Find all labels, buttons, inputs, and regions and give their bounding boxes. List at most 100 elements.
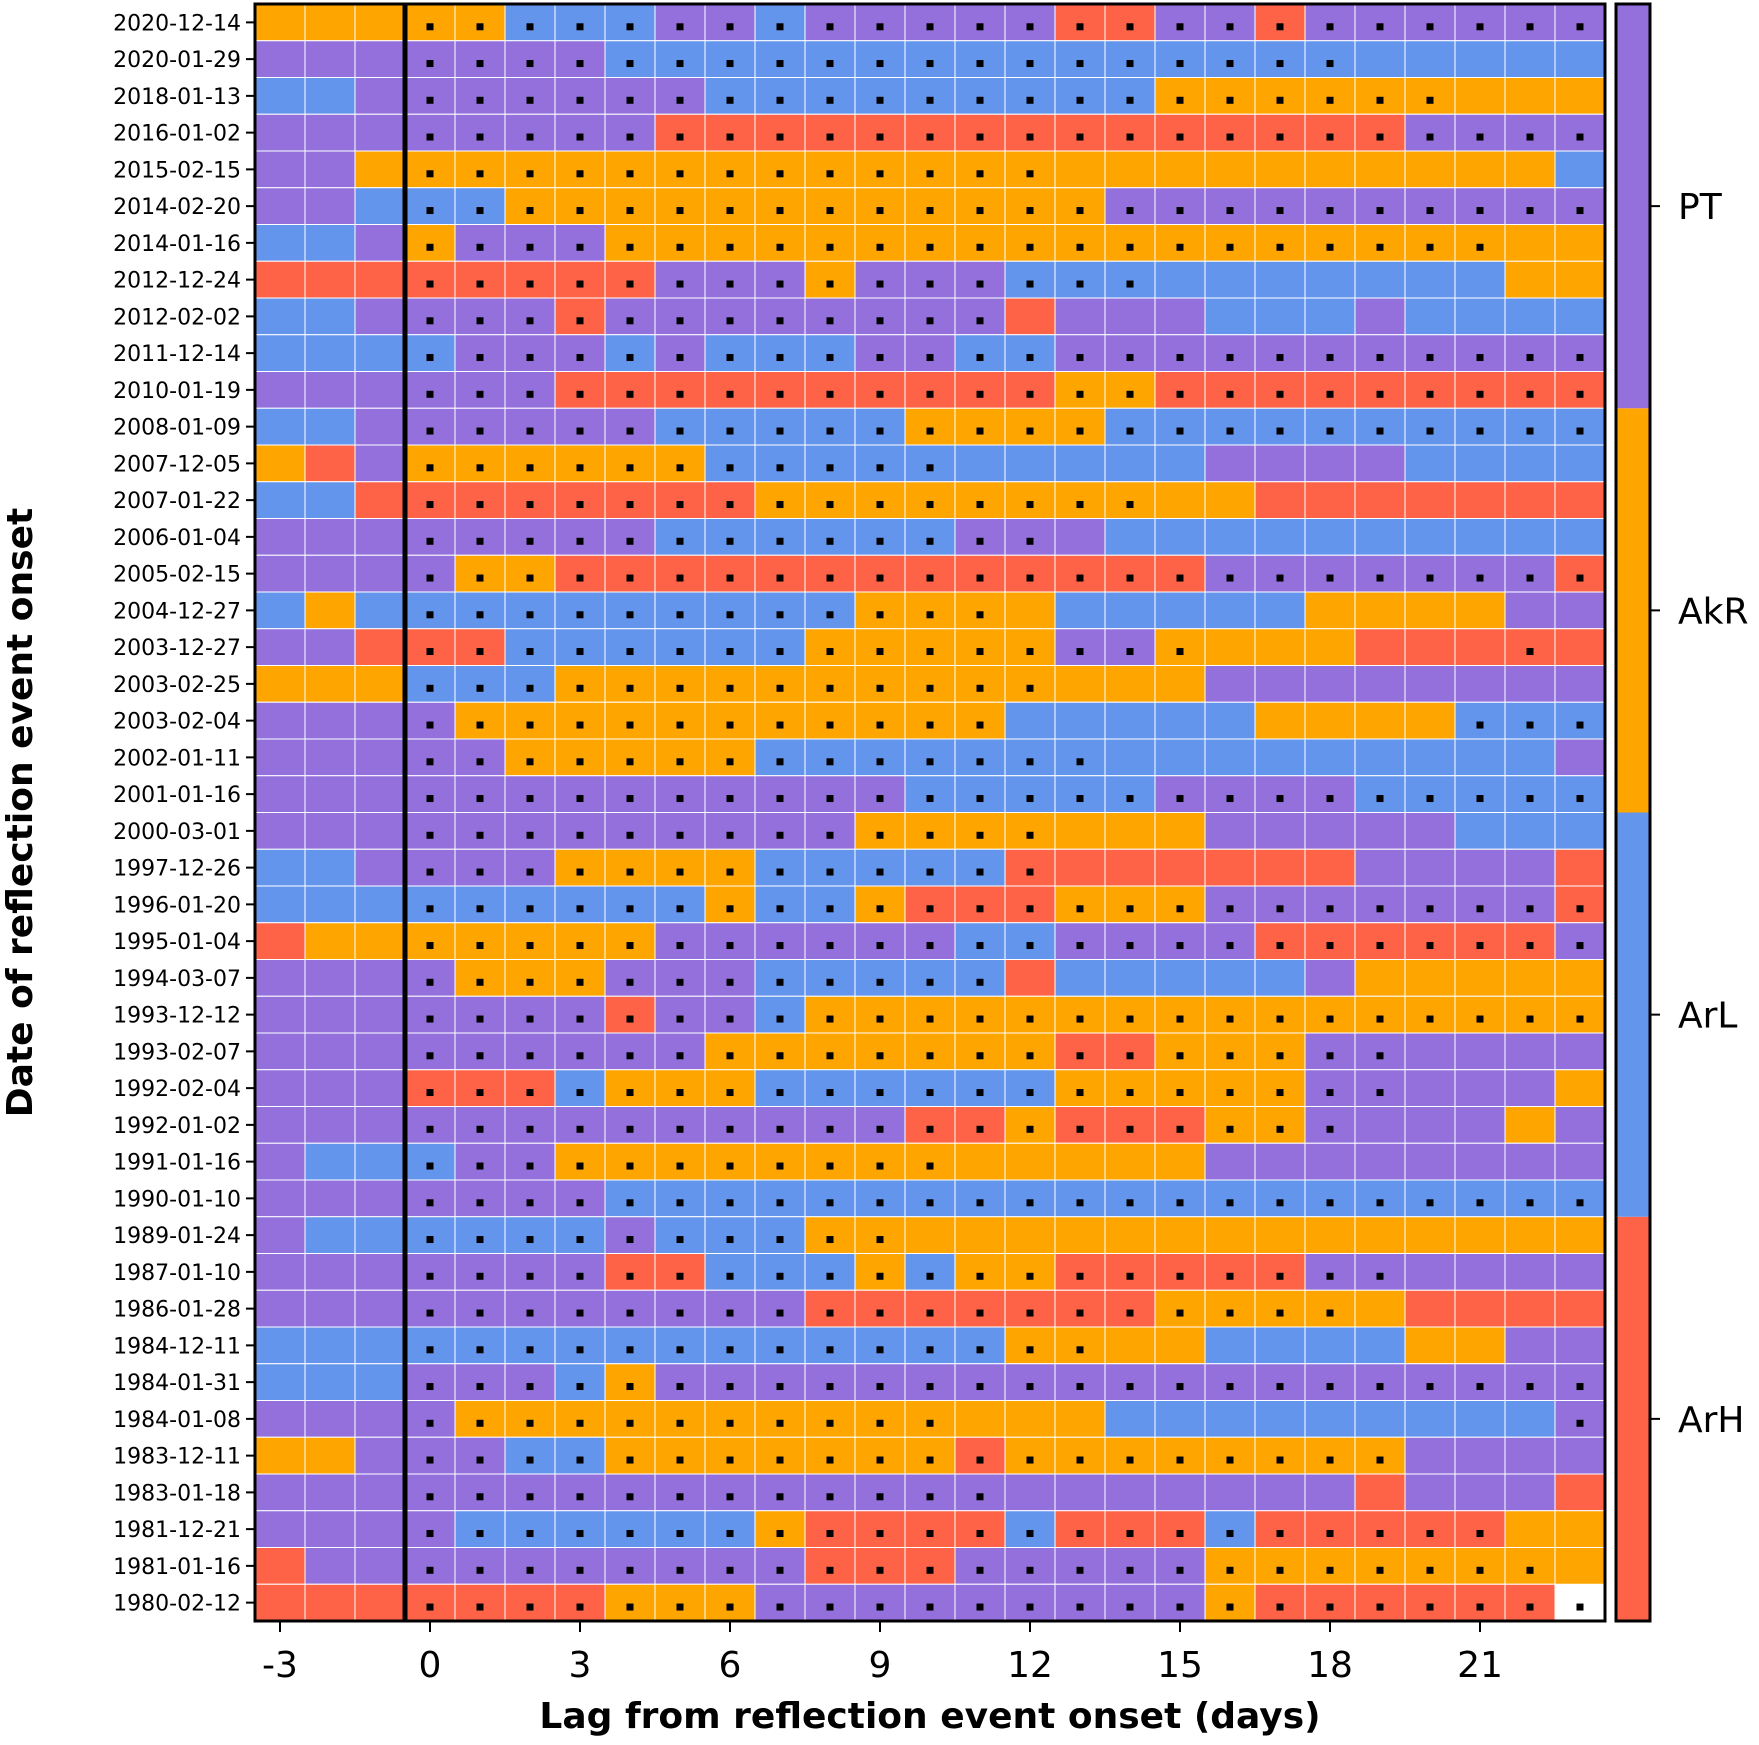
- significance-marker: [1026, 648, 1034, 656]
- significance-marker: [1026, 905, 1034, 913]
- significance-marker: [1126, 795, 1134, 803]
- heatmap-cell: [1304, 187, 1356, 225]
- heatmap-cell: [1304, 77, 1356, 115]
- heatmap-cell: [1504, 407, 1556, 446]
- heatmap-cell: [304, 1106, 356, 1144]
- heatmap-cell: [904, 1473, 956, 1512]
- significance-marker: [526, 795, 534, 803]
- heatmap-cell: [604, 922, 656, 960]
- heatmap-cell: [1454, 701, 1506, 740]
- heatmap-cell: [754, 1583, 806, 1622]
- significance-marker: [1176, 133, 1184, 141]
- heatmap-cell: [1254, 1179, 1306, 1218]
- significance-marker: [526, 96, 534, 104]
- heatmap-cell: [1504, 334, 1556, 372]
- y-tick-label: 2016-01-02: [113, 122, 241, 147]
- significance-marker: [1026, 1456, 1034, 1464]
- significance-marker: [926, 1566, 934, 1574]
- significance-marker: [526, 501, 534, 509]
- significance-marker: [1226, 1383, 1234, 1391]
- heatmap-cell: [504, 1179, 556, 1218]
- colorbar-frame: [1614, 2, 1652, 1623]
- heatmap-cell: [754, 334, 806, 372]
- heatmap-cell: [1104, 113, 1156, 152]
- heatmap-cell: [504, 1032, 556, 1071]
- heatmap-cell: [554, 628, 606, 666]
- significance-marker: [876, 1603, 884, 1611]
- significance-marker: [526, 1603, 534, 1611]
- heatmap-cell: [1254, 187, 1306, 225]
- significance-marker: [1126, 390, 1134, 398]
- y-tick-label: 2003-02-25: [113, 673, 241, 698]
- heatmap-cell: [454, 554, 506, 593]
- heatmap-cell: [1004, 334, 1056, 372]
- heatmap-cell: [1054, 1179, 1106, 1218]
- heatmap-cell: [1204, 1326, 1256, 1365]
- significance-marker: [676, 684, 684, 692]
- significance-marker: [426, 1162, 434, 1170]
- significance-marker: [1426, 354, 1434, 362]
- heatmap-cell: [854, 1326, 906, 1365]
- heatmap-cell: [1354, 1289, 1406, 1328]
- heatmap-cell: [1504, 518, 1556, 556]
- heatmap-cell: [1404, 1473, 1456, 1512]
- significance-marker: [676, 831, 684, 839]
- significance-marker: [1276, 427, 1284, 435]
- heatmap-cell: [1454, 481, 1506, 519]
- significance-marker: [976, 942, 984, 950]
- heatmap-cell: [1404, 1179, 1456, 1218]
- heatmap-cell: [604, 334, 656, 372]
- significance-marker: [926, 1199, 934, 1207]
- heatmap-cell: [1354, 1400, 1406, 1438]
- significance-marker: [876, 537, 884, 545]
- heatmap-cell: [1004, 1032, 1056, 1071]
- x-axis-title: Lag from reflection event onset (days): [539, 1696, 1320, 1737]
- significance-marker: [1276, 1566, 1284, 1574]
- heatmap-cell: [304, 334, 356, 372]
- significance-marker: [776, 464, 784, 472]
- significance-marker: [676, 868, 684, 876]
- heatmap-cell: [604, 1216, 656, 1254]
- significance-marker: [1026, 795, 1034, 803]
- significance-marker: [826, 427, 834, 435]
- heatmap-cell: [1354, 260, 1406, 299]
- significance-marker: [1376, 96, 1384, 104]
- heatmap-cell: [854, 848, 906, 887]
- heatmap-cell: [1104, 3, 1156, 42]
- heatmap-cell: [1254, 1032, 1306, 1071]
- heatmap-cell: [354, 518, 406, 556]
- heatmap-cell: [304, 848, 356, 887]
- heatmap-cell: [254, 1510, 306, 1548]
- significance-marker: [476, 1456, 484, 1464]
- y-tick-label: 2006-01-04: [113, 526, 241, 551]
- significance-marker: [1476, 23, 1484, 31]
- significance-marker: [626, 721, 634, 729]
- heatmap-cell: [1354, 1547, 1406, 1585]
- heatmap-cell: [1304, 481, 1356, 519]
- heatmap-cell: [1504, 1142, 1556, 1181]
- heatmap-cell: [404, 701, 456, 740]
- heatmap-cell: [1104, 995, 1156, 1034]
- heatmap-cell: [1504, 297, 1556, 336]
- heatmap-cell: [754, 738, 806, 777]
- significance-marker: [1176, 354, 1184, 362]
- significance-marker: [826, 23, 834, 31]
- heatmap-cell: [1254, 1473, 1306, 1512]
- heatmap-cell: [804, 1363, 856, 1401]
- significance-marker: [976, 280, 984, 288]
- heatmap-cell: [604, 40, 656, 78]
- significance-marker: [526, 1566, 534, 1574]
- heatmap-cell: [254, 334, 306, 372]
- heatmap-cell: [1404, 3, 1456, 42]
- heatmap-cell: [1554, 1326, 1606, 1365]
- heatmap-cell: [454, 1436, 506, 1475]
- significance-marker: [626, 207, 634, 215]
- heatmap-cell: [504, 959, 556, 997]
- heatmap-cell: [354, 848, 406, 887]
- heatmap-cell: [504, 444, 556, 483]
- heatmap-cell: [1004, 3, 1056, 42]
- significance-marker: [1026, 1089, 1034, 1097]
- heatmap-cell: [1554, 1400, 1606, 1438]
- y-tick-label: 2003-02-04: [113, 710, 241, 735]
- heatmap-cell: [604, 481, 656, 519]
